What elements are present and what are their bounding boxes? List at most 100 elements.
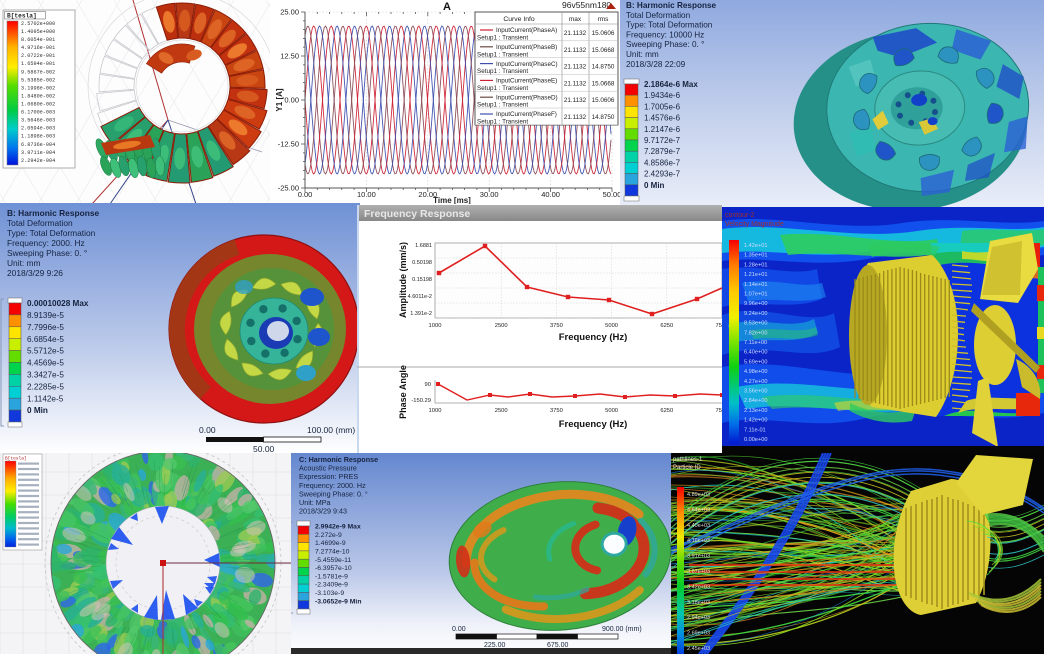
svg-text:1.4699e-9: 1.4699e-9 xyxy=(315,540,346,547)
svg-text:6.40e+00: 6.40e+00 xyxy=(744,350,768,356)
svg-text:0.00010028 Max: 0.00010028 Max xyxy=(27,299,89,308)
svg-text:15.0606: 15.0606 xyxy=(592,30,615,37)
svg-text:-3.0652e-9 Min: -3.0652e-9 Min xyxy=(315,598,361,605)
svg-text:1.42e+00: 1.42e+00 xyxy=(744,418,768,424)
svg-text:3.67e+03: 3.67e+03 xyxy=(687,569,710,575)
svg-text:1.1898e-003: 1.1898e-003 xyxy=(21,134,55,140)
svg-text:9.96e+00: 9.96e+00 xyxy=(744,301,768,307)
svg-text:InputCurrent(PhaseF): InputCurrent(PhaseF) xyxy=(496,111,557,118)
svg-text:21.1132: 21.1132 xyxy=(564,114,587,121)
svg-text:7500: 7500 xyxy=(716,323,722,329)
svg-text:1.4576e-6: 1.4576e-6 xyxy=(644,114,681,123)
svg-text:0.00: 0.00 xyxy=(298,190,313,199)
svg-text:3.5646e-003: 3.5646e-003 xyxy=(21,118,55,124)
svg-text:6.1700e-003: 6.1700e-003 xyxy=(21,110,55,116)
svg-text:2.0594e-003: 2.0594e-003 xyxy=(21,126,55,132)
svg-text:5.5712e-5: 5.5712e-5 xyxy=(27,347,64,356)
svg-text:900.00 (mm): 900.00 (mm) xyxy=(602,626,642,633)
svg-text:8.53e+00: 8.53e+00 xyxy=(744,321,768,327)
svg-text:contour-2: contour-2 xyxy=(725,212,755,219)
svg-text:1000: 1000 xyxy=(429,323,442,329)
svg-text:Unit: mm: Unit: mm xyxy=(626,50,659,59)
svg-text:3.18e+03: 3.18e+03 xyxy=(687,600,710,606)
svg-text:0.00: 0.00 xyxy=(284,96,299,105)
svg-text:21.1132: 21.1132 xyxy=(564,30,587,37)
svg-text:2.4293e-7: 2.4293e-7 xyxy=(644,170,681,179)
svg-text:-12.50: -12.50 xyxy=(278,140,299,149)
svg-text:1.8480e-002: 1.8480e-002 xyxy=(21,94,55,100)
svg-text:5.69e+00: 5.69e+00 xyxy=(744,359,768,365)
svg-text:Total Deformation: Total Deformation xyxy=(7,218,73,228)
svg-text:Setup1 : Transient: Setup1 : Transient xyxy=(477,35,528,42)
svg-text:2.84e+00: 2.84e+00 xyxy=(744,398,768,404)
svg-text:Phase Angle: Phase Angle xyxy=(398,365,408,419)
svg-text:6250: 6250 xyxy=(660,323,673,329)
svg-text:1000: 1000 xyxy=(429,408,442,414)
svg-text:2.5702e+000: 2.5702e+000 xyxy=(21,21,55,27)
svg-text:2.2942e-004: 2.2942e-004 xyxy=(21,158,55,164)
svg-text:1.35e+01: 1.35e+01 xyxy=(744,253,768,259)
svg-text:8.9139e-5: 8.9139e-5 xyxy=(27,311,64,320)
svg-text:Frequency: 10000 Hz: Frequency: 10000 Hz xyxy=(626,30,704,39)
svg-text:21.1132: 21.1132 xyxy=(564,97,587,104)
svg-text:1.1142e-5: 1.1142e-5 xyxy=(27,394,64,403)
svg-text:rms: rms xyxy=(598,16,610,23)
svg-text:B[tesla]: B[tesla] xyxy=(5,456,27,462)
svg-text:3750: 3750 xyxy=(550,323,563,329)
svg-text:4.40e+03: 4.40e+03 xyxy=(687,523,710,529)
svg-text:1.391e-2: 1.391e-2 xyxy=(410,311,432,317)
svg-text:9.24e+00: 9.24e+00 xyxy=(744,311,768,317)
svg-text:Frequency (Hz): Frequency (Hz) xyxy=(559,419,628,430)
svg-text:Amplitude (mm/s): Amplitude (mm/s) xyxy=(398,242,408,318)
svg-text:4.6011e-2: 4.6011e-2 xyxy=(408,294,432,300)
svg-text:4.27e+00: 4.27e+00 xyxy=(744,379,768,385)
svg-text:6250: 6250 xyxy=(660,408,673,414)
svg-text:A: A xyxy=(443,1,451,13)
svg-text:2.9942e-9 Max: 2.9942e-9 Max xyxy=(315,524,361,531)
svg-text:6.8736e-004: 6.8736e-004 xyxy=(21,142,55,148)
svg-text:1.21e+01: 1.21e+01 xyxy=(744,272,768,278)
svg-text:2.13e+00: 2.13e+00 xyxy=(744,408,768,414)
svg-text:7.11e+00: 7.11e+00 xyxy=(744,340,767,346)
svg-text:Sweeping Phase: 0. °: Sweeping Phase: 0. ° xyxy=(299,489,368,498)
svg-text:Setup1 : Transient: Setup1 : Transient xyxy=(477,119,528,126)
svg-text:4.89e+03: 4.89e+03 xyxy=(687,492,710,498)
svg-text:0.00e+00: 0.00e+00 xyxy=(744,437,768,443)
svg-text:Curve Info: Curve Info xyxy=(503,16,535,23)
svg-text:3.3427e-5: 3.3427e-5 xyxy=(27,371,64,380)
svg-text:1.9434e-6: 1.9434e-6 xyxy=(644,91,681,100)
svg-text:1.42e+01: 1.42e+01 xyxy=(744,243,768,249)
svg-text:Frequency (Hz): Frequency (Hz) xyxy=(559,332,628,343)
svg-text:0 Min: 0 Min xyxy=(27,406,48,415)
svg-text:3.42e+03: 3.42e+03 xyxy=(687,584,710,590)
svg-text:50.00: 50.00 xyxy=(253,444,275,453)
svg-text:B: Harmonic Response: B: Harmonic Response xyxy=(626,1,717,10)
svg-text:1.7005e-6: 1.7005e-6 xyxy=(644,102,681,111)
svg-text:-25.00: -25.00 xyxy=(278,184,299,193)
svg-text:21.1132: 21.1132 xyxy=(564,64,587,71)
svg-text:20.00: 20.00 xyxy=(418,190,437,199)
svg-text:Frequency: 2000. Hz: Frequency: 2000. Hz xyxy=(7,238,85,248)
svg-text:1.0680e-002: 1.0680e-002 xyxy=(21,102,55,108)
svg-text:0.00: 0.00 xyxy=(452,626,466,633)
svg-text:2500: 2500 xyxy=(495,323,508,329)
svg-text:5000: 5000 xyxy=(605,408,618,414)
svg-text:15.0606: 15.0606 xyxy=(592,97,615,104)
svg-text:21.1132: 21.1132 xyxy=(564,80,587,87)
svg-text:7500: 7500 xyxy=(716,408,722,414)
svg-text:7.7996e-5: 7.7996e-5 xyxy=(27,323,64,332)
svg-text:1.2147e-6: 1.2147e-6 xyxy=(644,125,681,134)
svg-text:Frequency: 2000. Hz: Frequency: 2000. Hz xyxy=(299,481,366,490)
svg-text:C: Harmonic Response: C: Harmonic Response xyxy=(299,455,378,464)
svg-text:Y1 [A]: Y1 [A] xyxy=(275,88,284,111)
svg-text:4.64e+03: 4.64e+03 xyxy=(687,507,710,513)
svg-text:-150.29: -150.29 xyxy=(411,398,431,404)
svg-text:15.0668: 15.0668 xyxy=(592,47,615,54)
svg-text:25.00: 25.00 xyxy=(280,8,299,17)
svg-text:2.69e+03: 2.69e+03 xyxy=(687,631,710,637)
svg-text:2.94e+03: 2.94e+03 xyxy=(687,615,710,621)
svg-text:6.6854e-5: 6.6854e-5 xyxy=(27,335,64,344)
svg-text:2018/3/29 9:43: 2018/3/29 9:43 xyxy=(299,507,347,516)
svg-text:225.00: 225.00 xyxy=(484,642,506,649)
svg-text:Setup1 : Transient: Setup1 : Transient xyxy=(477,102,528,109)
